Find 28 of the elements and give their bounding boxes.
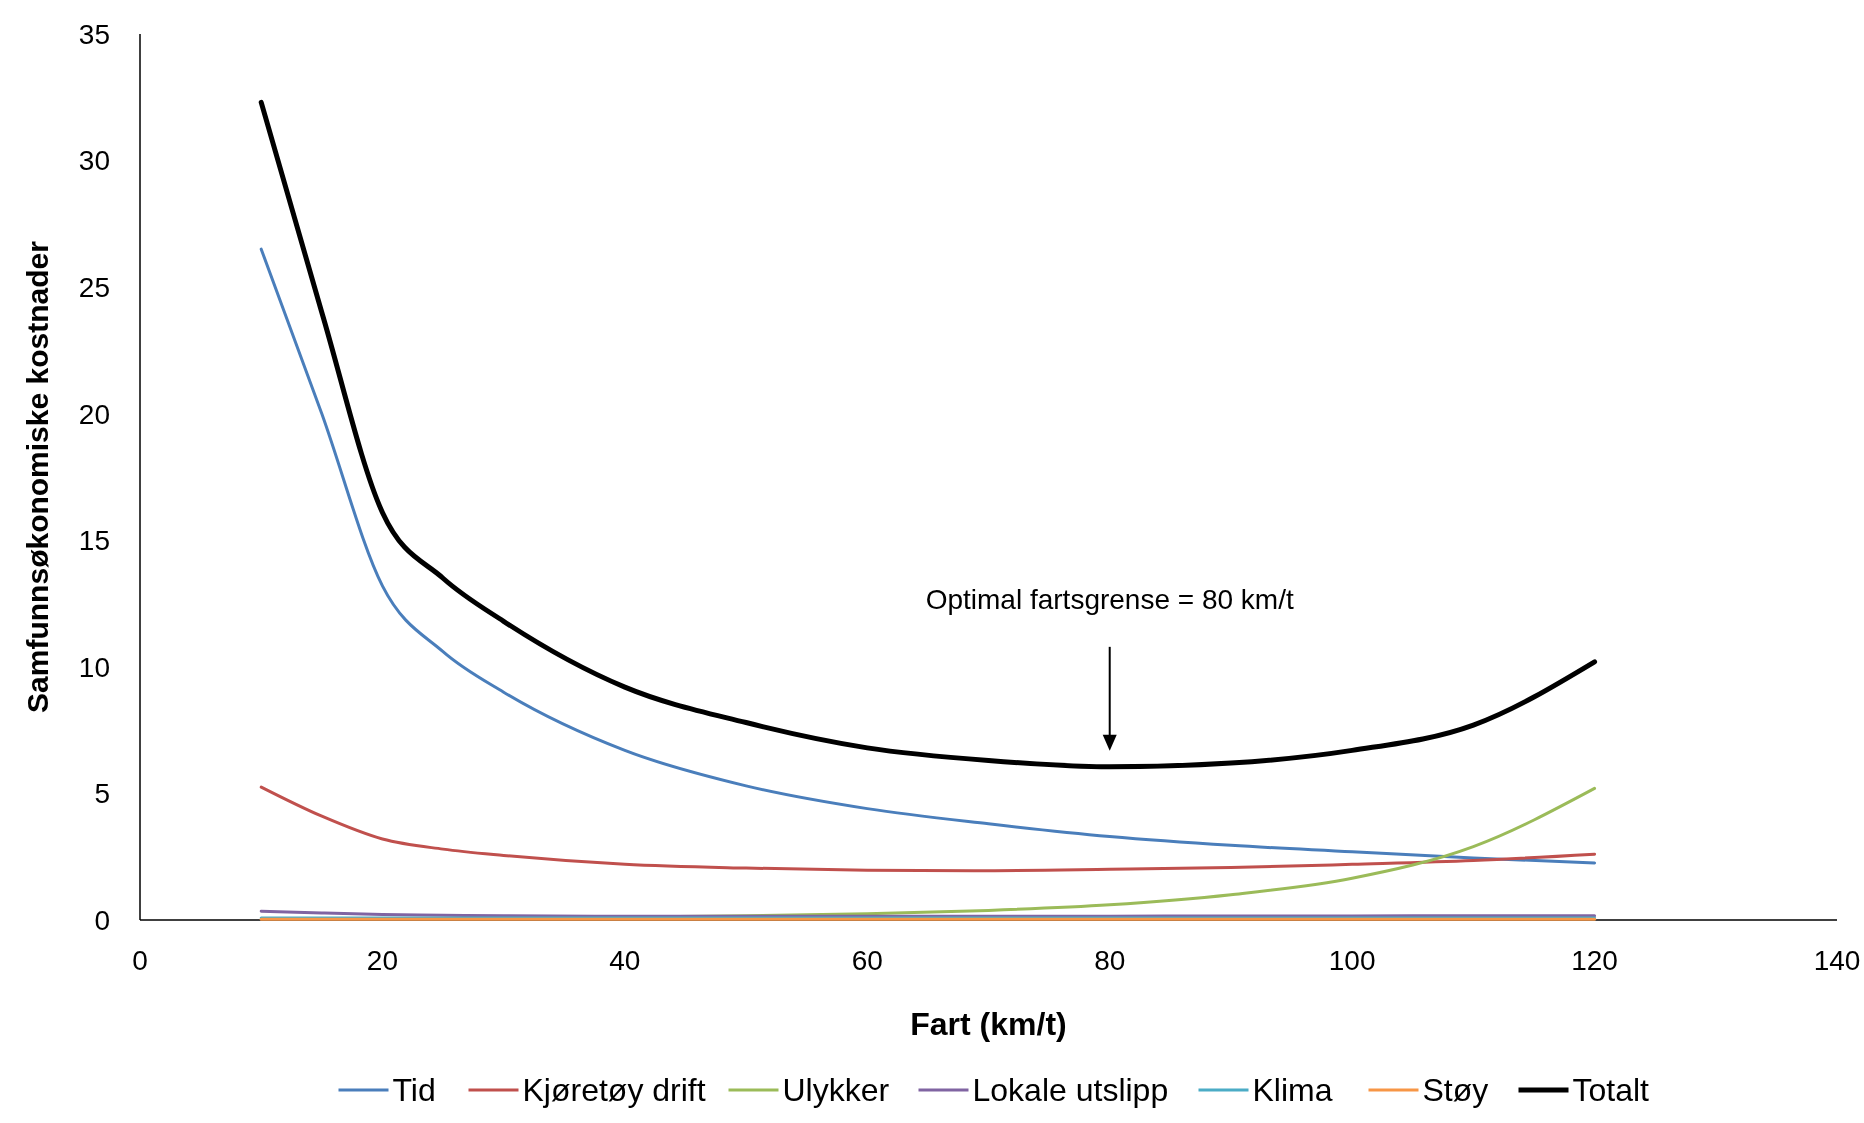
y-tick-label: 10 (78, 651, 110, 683)
x-tick-label: 20 (366, 945, 399, 976)
legend-label: Ulykker (782, 1072, 890, 1109)
y-tick-label: 0 (94, 904, 110, 936)
x-tick-label: 40 (609, 945, 641, 976)
y-axis-title: Samfunnsøkonomiske kostnader (21, 240, 54, 713)
y-tick-label: 5 (94, 778, 110, 810)
x-tick-label: 0 (132, 945, 148, 976)
y-tick-label: 35 (78, 18, 110, 50)
y-tick-label: 25 (78, 271, 110, 303)
legend-label: Tid (392, 1072, 436, 1109)
line-series (259, 785, 1597, 873)
x-tick-label: 60 (851, 945, 883, 976)
annotation: Optimal fartsgrense = 80 km/t (925, 583, 1294, 615)
x-tick-label: 80 (1094, 945, 1126, 976)
legend-label: Støy (1422, 1072, 1489, 1109)
x-tick-label: 120 (1571, 945, 1618, 976)
x-tick-label: 100 (1328, 945, 1376, 976)
y-tick-label: 15 (78, 525, 110, 557)
legend-label: Totalt (1572, 1072, 1650, 1109)
x-tick-label: 140 (1813, 945, 1861, 976)
legend-label: Kjøretøy drift (522, 1072, 706, 1109)
x-axis-title: Fart (km/t) (910, 1006, 1067, 1042)
y-tick-label: 20 (78, 398, 110, 430)
legend-label: Klima (1252, 1072, 1333, 1109)
y-tick-label: 30 (78, 145, 110, 177)
legend-label: Lokale utslipp (972, 1072, 1169, 1109)
line-series (259, 247, 1597, 865)
